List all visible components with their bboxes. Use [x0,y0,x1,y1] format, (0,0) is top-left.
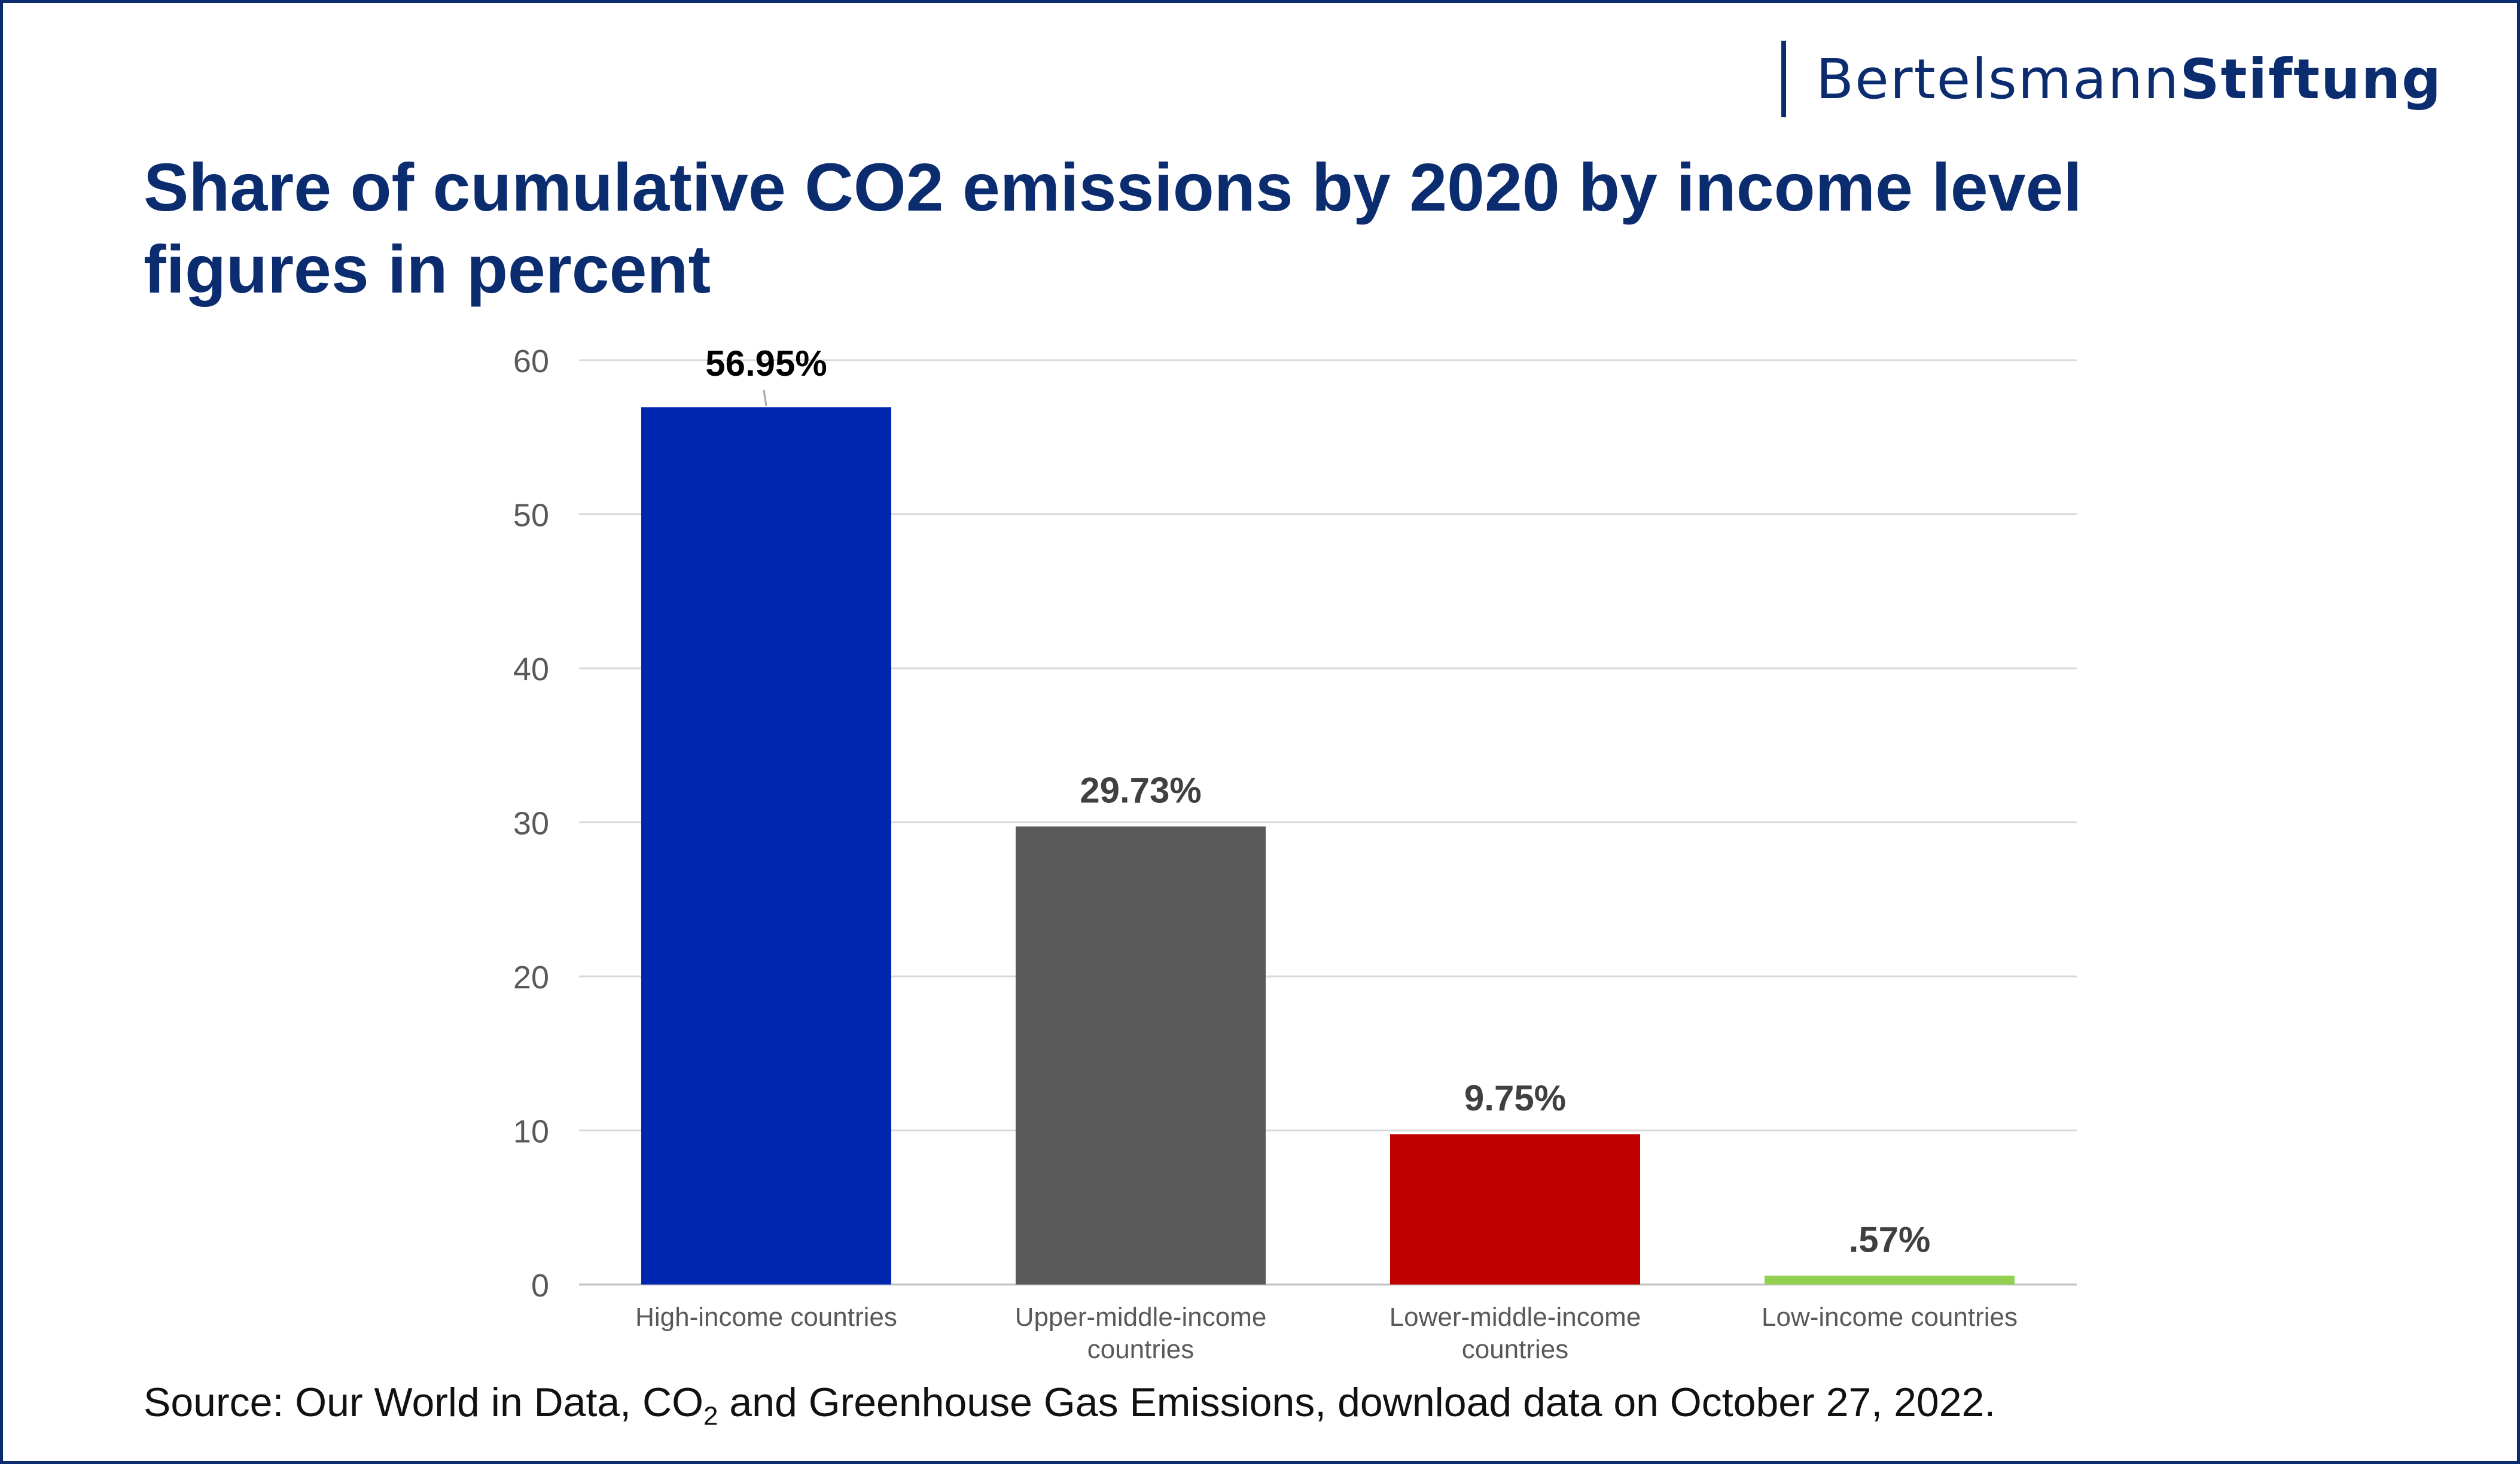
x-tick-label: countries [1462,1335,1569,1364]
bar [1016,826,1266,1285]
x-tick-label: Lower-middle-income [1389,1302,1641,1332]
source-subscript: 2 [703,1401,718,1431]
x-tick-label: High-income countries [635,1302,897,1332]
data-label: 9.75% [1464,1078,1566,1118]
bar [641,407,891,1285]
source-prefix: Source: Our World in Data, CO [144,1380,703,1425]
data-label: 29.73% [1080,770,1202,810]
y-tick-label: 0 [531,1268,549,1304]
chart-title: Share of cumulative CO2 emissions by 202… [144,147,2082,311]
y-tick-label: 40 [513,652,549,687]
data-label: .57% [1849,1219,1931,1259]
logo-regular: Bertelsmann [1816,47,2180,111]
bar [1390,1134,1640,1285]
logo-wordmark: BertelsmannStiftung [1816,47,2442,111]
bar [1765,1276,2015,1285]
y-tick-label: 30 [513,806,549,842]
source-note: Source: Our World in Data, CO2 and Green… [144,1379,1995,1432]
logo-bold: Stiftung [2180,47,2442,111]
x-tick-label: Upper-middle-income [1015,1302,1267,1332]
y-tick-label: 20 [513,960,549,996]
chart-title-line1: Share of cumulative CO2 emissions by 202… [144,150,2082,225]
source-suffix: and Greenhouse Gas Emissions, download d… [718,1380,1996,1425]
data-label: 56.95% [705,343,827,383]
y-tick-label: 50 [513,498,549,534]
y-tick-label: 60 [513,343,549,379]
brand-logo: BertelsmannStiftung [1781,41,2442,117]
data-label-leader [763,389,767,406]
x-tick-label: Low-income countries [1762,1302,2018,1332]
x-tick-label: countries [1087,1335,1195,1364]
logo-divider [1781,41,1787,117]
chart-title-line2: figures in percent [144,232,711,307]
y-tick-label: 10 [513,1114,549,1150]
